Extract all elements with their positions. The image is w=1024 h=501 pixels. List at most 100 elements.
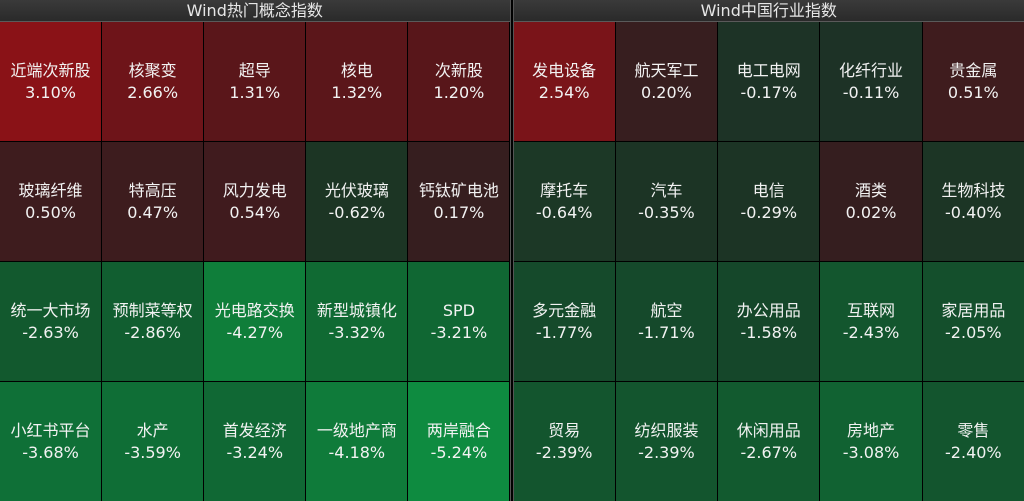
tile-change-percent: -5.24% bbox=[430, 442, 488, 462]
heatmap-tile[interactable]: 办公用品 -1.58% bbox=[718, 262, 820, 381]
heatmap-tile[interactable]: 生物科技 -0.40% bbox=[922, 142, 1024, 261]
tile-name: 预制菜等权 bbox=[112, 300, 193, 320]
heatmap-tile[interactable]: 预制菜等权 -2.86% bbox=[102, 262, 204, 381]
tile-change-percent: 0.51% bbox=[947, 82, 999, 102]
tile-name: 首发经济 bbox=[222, 420, 287, 440]
tile-name: 办公用品 bbox=[736, 300, 801, 320]
heatmap-tile[interactable]: 水产 -3.59% bbox=[102, 382, 204, 501]
heatmap-tile[interactable]: 发电设备 2.54% bbox=[513, 22, 615, 141]
heatmap-tile[interactable]: 房地产 -3.08% bbox=[820, 382, 922, 501]
tile-change-percent: -2.86% bbox=[124, 322, 181, 342]
tile-change-percent: -2.63% bbox=[22, 322, 79, 342]
tile-change-percent: -1.71% bbox=[638, 322, 695, 342]
heatmap-tile[interactable]: 贸易 -2.39% bbox=[513, 382, 615, 501]
tile-name: 一级地产商 bbox=[316, 420, 397, 440]
tile-name: SPD bbox=[442, 300, 475, 320]
tile-change-percent: -0.29% bbox=[740, 202, 798, 222]
heatmap-tile[interactable]: 汽车 -0.35% bbox=[615, 142, 718, 261]
tile-change-percent: -0.17% bbox=[740, 82, 798, 102]
heatmap-tile[interactable]: 两岸融合 -5.24% bbox=[408, 382, 510, 501]
tile-name: 风力发电 bbox=[222, 180, 287, 200]
tile-name: 电工电网 bbox=[736, 60, 801, 80]
tile-change-percent: -0.11% bbox=[842, 82, 900, 102]
tile-change-percent: -3.21% bbox=[430, 322, 488, 342]
heatmap-tile[interactable]: 零售 -2.40% bbox=[922, 382, 1024, 501]
tile-name: 玻璃纤维 bbox=[18, 180, 83, 200]
tile-name: 近端次新股 bbox=[10, 60, 91, 80]
heatmap-tile[interactable]: 钙钛矿电池 0.17% bbox=[408, 142, 510, 261]
heatmap-tile[interactable]: 统一大市场 -2.63% bbox=[0, 262, 102, 381]
heatmap-tile[interactable]: 次新股 1.20% bbox=[408, 22, 510, 141]
tile-change-percent: -3.08% bbox=[842, 442, 900, 462]
tile-name: 生物科技 bbox=[941, 180, 1006, 200]
tile-change-percent: -2.05% bbox=[945, 322, 1002, 342]
heatmap-tile[interactable]: 新型城镇化 -3.32% bbox=[306, 262, 408, 381]
tile-name: 休闲用品 bbox=[736, 420, 801, 440]
tile-change-percent: 0.20% bbox=[641, 82, 692, 102]
heatmap-tile[interactable]: 小红书平台 -3.68% bbox=[0, 382, 102, 501]
tile-change-percent: 0.02% bbox=[845, 202, 897, 222]
tile-name: 家居用品 bbox=[941, 300, 1006, 320]
tile-change-percent: -0.35% bbox=[638, 202, 695, 222]
heatmap-tile[interactable]: 光电路交换 -4.27% bbox=[204, 262, 306, 381]
hot-concept-index-grid: 近端次新股 3.10% 核聚变 2.66% 超导 1.31% 核电 1.32% 次新股 1.20%… bbox=[0, 22, 510, 501]
heatmap-tile[interactable]: 化纤行业 -0.11% bbox=[820, 22, 922, 141]
tile-change-percent: 3.10% bbox=[25, 82, 76, 102]
tile-change-percent: 0.54% bbox=[229, 202, 281, 222]
china-industry-index-grid: 发电设备 2.54% 航天军工 0.20% 电工电网 -0.17% 化纤行业 -0.11% 贵金… bbox=[513, 22, 1024, 501]
hot-concept-index-title: Wind热门概念指数 bbox=[0, 0, 510, 22]
tile-name: 摩托车 bbox=[540, 180, 589, 200]
tile-name: 钙钛矿电池 bbox=[418, 180, 499, 200]
tile-name: 贸易 bbox=[548, 420, 581, 440]
heatmap-tile[interactable]: 电信 -0.29% bbox=[718, 142, 820, 261]
tile-name: 新型城镇化 bbox=[316, 300, 397, 320]
tile-name: 航天军工 bbox=[634, 60, 699, 80]
tile-name: 水产 bbox=[136, 420, 169, 440]
tile-change-percent: -2.40% bbox=[945, 442, 1002, 462]
tile-name: 小红书平台 bbox=[10, 420, 91, 440]
heatmap-tile[interactable]: 近端次新股 3.10% bbox=[0, 22, 102, 141]
heatmap-tile[interactable]: 酒类 0.02% bbox=[820, 142, 922, 261]
heatmap-tile[interactable]: 超导 1.31% bbox=[204, 22, 306, 141]
tile-name: 电信 bbox=[752, 180, 785, 200]
tile-change-percent: -1.58% bbox=[740, 322, 798, 342]
tile-change-percent: -4.18% bbox=[328, 442, 386, 462]
heatmap-tile[interactable]: 首发经济 -3.24% bbox=[204, 382, 306, 501]
heatmap-tile[interactable]: 贵金属 0.51% bbox=[922, 22, 1024, 141]
tile-change-percent: -2.67% bbox=[740, 442, 798, 462]
heatmap-tile[interactable]: 多元金融 -1.77% bbox=[513, 262, 615, 381]
tile-change-percent: 0.17% bbox=[433, 202, 485, 222]
heatmap-tile[interactable]: 风力发电 0.54% bbox=[204, 142, 306, 261]
heatmap-tile[interactable]: 玻璃纤维 0.50% bbox=[0, 142, 102, 261]
heatmap-tile[interactable]: 核电 1.32% bbox=[306, 22, 408, 141]
tile-name: 汽车 bbox=[650, 180, 683, 200]
heatmap-tile[interactable]: 航天军工 0.20% bbox=[615, 22, 718, 141]
heatmap-tile[interactable]: 航空 -1.71% bbox=[615, 262, 718, 381]
heatmap-tile[interactable]: 光伏玻璃 -0.62% bbox=[306, 142, 408, 261]
heatmap-tile[interactable]: 家居用品 -2.05% bbox=[922, 262, 1024, 381]
tile-change-percent: -1.77% bbox=[535, 322, 593, 342]
tile-change-percent: -0.64% bbox=[535, 202, 593, 222]
heatmap-tile[interactable]: 休闲用品 -2.67% bbox=[718, 382, 820, 501]
tile-name: 纺织服装 bbox=[634, 420, 699, 440]
heatmap-tile[interactable]: 一级地产商 -4.18% bbox=[306, 382, 408, 501]
tile-name: 化纤行业 bbox=[839, 60, 904, 80]
heatmap-tile[interactable]: SPD -3.21% bbox=[408, 262, 510, 381]
heatmap-tile[interactable]: 纺织服装 -2.39% bbox=[615, 382, 718, 501]
heatmap-tile[interactable]: 电工电网 -0.17% bbox=[718, 22, 820, 141]
tile-change-percent: 2.54% bbox=[538, 82, 590, 102]
hot-concept-index-panel: Wind热门概念指数 近端次新股 3.10% 核聚变 2.66% 超导 1.31% 核电 1.… bbox=[0, 0, 511, 501]
tile-name: 航空 bbox=[650, 300, 683, 320]
tile-name: 多元金融 bbox=[532, 300, 597, 320]
heatmap-tile[interactable]: 特高压 0.47% bbox=[102, 142, 204, 261]
tile-name: 发电设备 bbox=[532, 60, 597, 80]
tile-name: 房地产 bbox=[847, 420, 896, 440]
tile-change-percent: 1.20% bbox=[433, 82, 485, 102]
heatmap-tile[interactable]: 互联网 -2.43% bbox=[820, 262, 922, 381]
tile-name: 酒类 bbox=[855, 180, 888, 200]
heatmap-tile[interactable]: 摩托车 -0.64% bbox=[513, 142, 615, 261]
heatmap-tile[interactable]: 核聚变 2.66% bbox=[102, 22, 204, 141]
tile-change-percent: 1.32% bbox=[331, 82, 383, 102]
tile-change-percent: -3.32% bbox=[328, 322, 386, 342]
